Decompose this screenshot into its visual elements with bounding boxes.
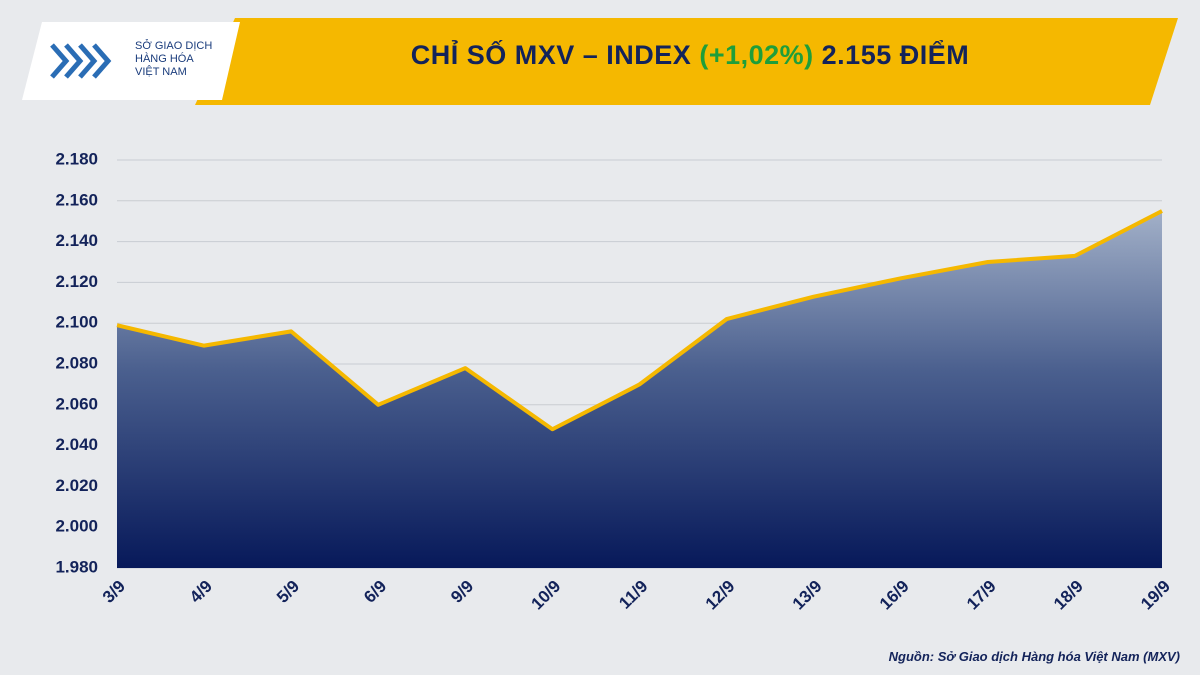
source: Nguồn: Sở Giao dịch Hàng hóa Việt Nam (M… — [888, 649, 1180, 664]
x-tick-label: 9/9 — [447, 577, 477, 607]
y-tick-label: 2.180 — [55, 149, 98, 168]
logo-line: HÀNG HÓA — [135, 53, 194, 65]
x-tick-label: 3/9 — [99, 577, 129, 607]
y-tick-label: 2.060 — [55, 394, 98, 413]
x-tick-label: 18/9 — [1050, 577, 1087, 614]
logo-line: SỞ GIAO DỊCH — [135, 40, 213, 52]
y-tick-label: 2.020 — [55, 476, 98, 495]
x-tick-label: 19/9 — [1137, 577, 1174, 614]
title-change: (+1,02%) — [699, 40, 814, 70]
y-tick-label: 2.040 — [55, 435, 98, 454]
line — [116, 209, 1163, 432]
logo-text: SỞ GIAO DỊCH HÀNG HÓA VIỆT NAM — [135, 40, 212, 79]
x-tick-label: 12/9 — [702, 577, 739, 614]
area — [117, 211, 1162, 568]
logo-line: VIỆT NAM — [135, 66, 187, 78]
x-tick-label: 10/9 — [528, 577, 565, 614]
y-tick-label: 1.980 — [55, 557, 98, 576]
x-tick-label: 17/9 — [963, 577, 1000, 614]
y-tick-label: 2.140 — [55, 231, 98, 250]
x-tick-label: 16/9 — [876, 577, 913, 614]
y-tick-label: 2.160 — [55, 190, 98, 209]
chart-title: CHỈ SỐ MXV – INDEX (+1,02%) 2.155 ĐIỂM — [260, 40, 1120, 71]
x-tick-label: 5/9 — [273, 577, 303, 607]
x-tick-label: 13/9 — [789, 577, 826, 614]
x-tick-label: 6/9 — [360, 577, 390, 607]
logo-box — [22, 22, 240, 100]
y-tick-label: 2.000 — [55, 517, 98, 536]
y-tick-label: 2.100 — [55, 313, 98, 332]
title-banner — [195, 18, 1178, 105]
x-tick-label: 11/9 — [615, 577, 651, 613]
title-text: CHỈ SỐ MXV – INDEX — [410, 40, 692, 70]
y-tick-label: 2.080 — [55, 353, 98, 372]
y-tick-label: 2.120 — [55, 272, 98, 291]
title-value: 2.155 ĐIỂM — [821, 40, 970, 70]
logo-icon — [50, 43, 112, 79]
x-tick-label: 4/9 — [186, 577, 216, 607]
